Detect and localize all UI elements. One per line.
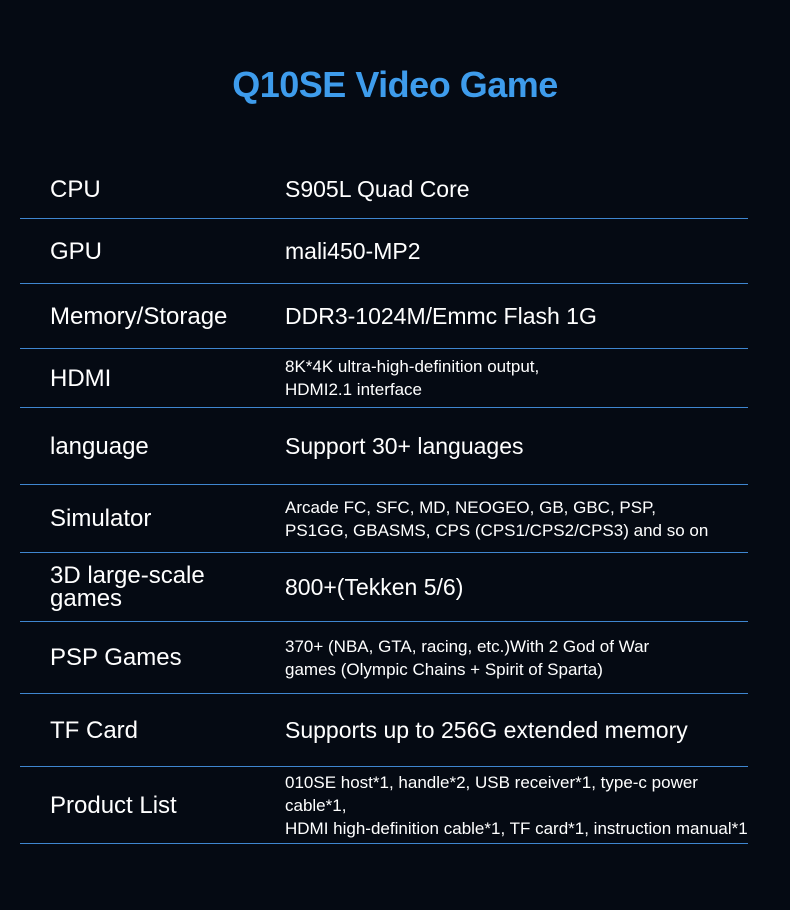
spec-row: Simulator Arcade FC, SFC, MD, NEOGEO, GB,… [20,485,748,553]
spec-row: PSP Games 370+ (NBA, GTA, racing, etc.)Wi… [20,622,748,694]
spec-value: 010SE host*1, handle*2, USB receiver*1, … [285,771,748,840]
spec-value-line: 010SE host*1, handle*2, USB receiver*1, … [285,772,698,815]
spec-label: HDMI [50,364,112,392]
spec-value: 370+ (NBA, GTA, racing, etc.)With 2 God … [285,635,649,681]
spec-row: HDMI 8K*4K ultra-high-definition output, H… [20,349,748,408]
spec-value: 800+(Tekken 5/6) [285,573,464,600]
spec-value-line: PS1GG, GBASMS, CPS (CPS1/CPS2/CPS3) and … [285,520,709,540]
spec-label: Product List [50,791,177,819]
spec-row: Memory/Storage DDR3-1024M/Emmc Flash 1G [20,284,748,349]
spec-label: CPU [50,175,101,203]
spec-label: language [50,432,149,460]
spec-value-line: Arcade FC, SFC, MD, NEOGEO, GB, GBC, PSP… [285,497,656,517]
spec-table: CPU S905L Quad Core GPU mali450-MP2 Memory/S… [20,160,748,844]
spec-label: Simulator [50,505,152,532]
spec-value: Arcade FC, SFC, MD, NEOGEO, GB, GBC, PSP… [285,496,708,542]
spec-value: Supports up to 256G extended memory [285,716,688,743]
spec-value: Support 30+ languages [285,432,524,459]
page-title: Q10SE Video Game [232,64,558,105]
spec-row: language Support 30+ languages [20,408,748,485]
spec-value: DDR3-1024M/Emmc Flash 1G [285,302,597,329]
spec-value: 8K*4K ultra-high-definition output, HDMI2… [285,355,539,401]
spec-label: GPU [50,237,103,265]
spec-row: TF Card Supports up to 256G extended memo… [20,694,748,767]
spec-value-line: games (Olympic Chains + Spirit of Sparta… [285,659,603,679]
spec-label: PSP Games [50,644,182,671]
spec-row: GPU mali450-MP2 [20,219,748,284]
spec-label: Memory/Storage [50,302,228,330]
spec-label: 3D large-scale games [50,562,205,612]
spec-value-line: HDMI high-definition cable*1, TF card*1,… [285,818,748,838]
spec-value-line: 8K*4K ultra-high-definition output, [285,357,540,376]
spec-row: CPU S905L Quad Core [20,160,748,219]
spec-value: S905L Quad Core [285,175,470,202]
spec-value-line: HDMI2.1 interface [285,380,422,399]
spec-value-line: 370+ (NBA, GTA, racing, etc.)With 2 God … [285,636,650,656]
spec-row: Product List 010SE host*1, handle*2, USB … [20,767,748,844]
spec-row: 3D large-scale games 800+(Tekken 5/6) [20,553,748,622]
spec-label: TF Card [50,716,139,744]
spec-value: mali450-MP2 [285,237,421,264]
